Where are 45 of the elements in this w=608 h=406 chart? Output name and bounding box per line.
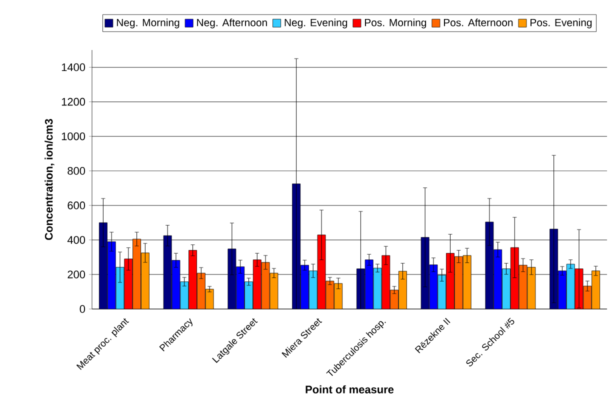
bar: [300, 265, 309, 309]
bar: [365, 260, 374, 309]
y-tick-label: 800: [68, 166, 86, 175]
bar: [253, 260, 262, 309]
y-tick-label: 1200: [62, 98, 86, 106]
bar: [438, 275, 446, 309]
y-tick-label: 1400: [62, 63, 86, 72]
bar: [124, 258, 132, 309]
y-tick-label: 400: [67, 236, 86, 244]
bar: [502, 268, 510, 309]
bar: [510, 248, 519, 309]
legend-label: Pos. Evening: [530, 18, 592, 28]
bar: [244, 282, 253, 309]
bar: [141, 252, 150, 309]
bar: [334, 283, 342, 309]
bar: [494, 250, 502, 309]
legend-label: Pos. Morning: [365, 18, 426, 28]
bar: [132, 239, 141, 309]
bar: [390, 290, 398, 309]
bar: [583, 286, 592, 309]
bar: [236, 266, 244, 309]
bar: [309, 270, 318, 309]
y-tick-label: 200: [68, 270, 86, 278]
y-axis-title: Concentration, ion/cm3: [44, 119, 54, 240]
bar: [446, 253, 454, 309]
bar: [108, 242, 116, 309]
bar: [558, 270, 566, 309]
x-axis-title: Point of measure: [306, 385, 394, 394]
y-tick-label: 0: [80, 305, 86, 313]
y-tick-label: 1000: [62, 132, 86, 140]
bar: [197, 273, 206, 309]
y-tick-label: 600: [68, 202, 86, 210]
legend-label: Neg. Evening: [284, 18, 348, 28]
legend-label: Neg. Morning: [116, 18, 180, 28]
bar: [382, 255, 390, 309]
legend-label: Neg. Afternoon: [197, 18, 267, 28]
legend-label: Pos. Afternoon: [444, 18, 513, 26]
bar: [326, 281, 334, 309]
bar: [454, 256, 463, 309]
bar: [592, 270, 600, 309]
bar: [398, 271, 407, 309]
bar: [566, 264, 575, 309]
bar: [188, 250, 197, 309]
bar: [99, 222, 108, 309]
bar: [180, 282, 188, 309]
